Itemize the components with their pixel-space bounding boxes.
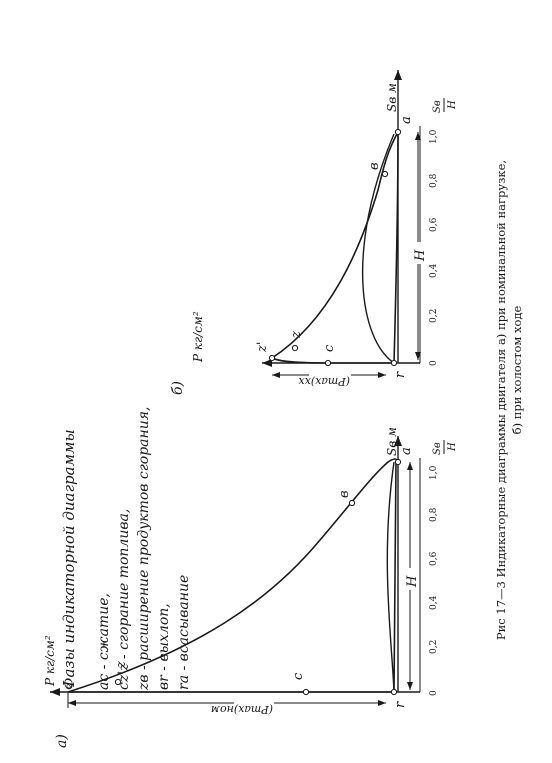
point-z	[114, 678, 122, 686]
pmax-dimension-label: (Pmax)ном	[211, 703, 273, 716]
diagram-b-tag: б)	[170, 381, 186, 395]
tick-label: 0,6	[429, 217, 439, 232]
point-label-c: c	[322, 344, 337, 352]
point-label-b: в	[337, 490, 352, 498]
point-label-b: в	[367, 162, 382, 170]
tick-label: 0,4	[429, 263, 439, 278]
figure-caption: Рис 17—3 Индикаторные диаграммы двигател…	[494, 160, 524, 640]
caption-line-2: б) при холостом ходе	[510, 305, 524, 434]
tick-label: 0,6	[429, 551, 439, 566]
tick-label: 0,4	[429, 595, 439, 610]
point-label-a: a	[399, 447, 414, 455]
phases-legend: Фазы индикаторной диаграммы ac - сжатие,…	[60, 407, 192, 691]
point-label-a: a	[399, 116, 414, 124]
pressure-axis-arrow	[262, 359, 272, 367]
stroke-axis-arrow	[394, 70, 402, 80]
pmax-dimension-arrow	[378, 372, 386, 378]
legend-item: zв - расширение продуктов сгорания,	[136, 407, 152, 691]
legend-item: cz'z - сгорание топлива,	[116, 509, 132, 690]
stroke-axis-label: Sв м	[385, 83, 399, 112]
legend-item: вr - выхлоп,	[156, 603, 172, 690]
ratio-denominator: H	[447, 100, 458, 110]
stroke-dimension-arrow	[415, 352, 421, 360]
point-label-z: z	[114, 661, 129, 669]
point-z-prime	[268, 354, 276, 362]
pressure-axis-arrow	[50, 688, 60, 696]
tick-label: 0,8	[429, 507, 439, 522]
tick-label: 0,2	[429, 309, 439, 323]
diagram-a: а) P кг/см² z Sв м Sв H 0 0,2 0,4 0,6 0,…	[43, 427, 458, 748]
point-c	[302, 688, 310, 696]
point-a	[394, 128, 402, 136]
tick-label: 0,2	[429, 640, 439, 654]
point-label-z: z	[289, 331, 304, 339]
point-a	[394, 458, 402, 466]
point-b	[381, 170, 389, 178]
tick-label: 0,8	[429, 173, 439, 188]
point-r	[390, 359, 398, 367]
legend-item: ra - всасывание	[176, 575, 192, 690]
ratio-numerator: Sв	[432, 100, 443, 113]
stroke-axis-label: Sв м	[385, 427, 399, 456]
stroke-dimension-arrow	[415, 132, 421, 140]
tick-label: 0	[429, 690, 439, 696]
stroke-axis-arrow	[394, 436, 402, 446]
tick-label: 1,0	[429, 465, 439, 480]
point-b	[348, 499, 356, 507]
tick-labels-b: 0 0,2 0,4 0,6 0,8 1,0	[429, 129, 439, 366]
pmax-dimension-label: (Pmax)xx	[298, 375, 350, 388]
pressure-axis-sub: z	[64, 682, 75, 689]
pmax-dimension-arrow	[272, 372, 280, 378]
indicator-loop-a	[67, 458, 398, 693]
pmax-dimension-arrow	[68, 700, 76, 706]
compression-line-a	[386, 461, 395, 693]
tick-label: 1,0	[429, 129, 439, 144]
caption-line-1: Рис 17—3 Индикаторные диаграммы двигател…	[494, 160, 508, 640]
point-label-r: r	[393, 371, 408, 378]
tick-label: 0	[429, 360, 439, 366]
stroke-dimension-label: H	[405, 575, 420, 588]
stroke-dimension-label: H	[413, 249, 428, 262]
ratio-denominator: H	[447, 442, 458, 452]
point-label-c: c	[291, 672, 306, 680]
compression-line-b	[361, 133, 395, 364]
point-z	[291, 344, 299, 352]
ratio-numerator: Sв	[432, 442, 443, 455]
stroke-dimension-arrow	[407, 462, 413, 470]
point-label-z-prime: z'	[255, 342, 270, 353]
diagram-b: б) P кг/см² Sв м Sв H 0 0,2 0,4 0,6 0,8 …	[170, 70, 458, 395]
stroke-dimension-arrow	[407, 682, 413, 690]
tick-labels-a: 0 0,2 0,4 0,6 0,8 1,0	[429, 465, 439, 696]
point-c	[324, 359, 332, 367]
pressure-axis-label: P кг/см²	[191, 311, 205, 363]
point-label-r: r	[393, 701, 408, 708]
diagram-a-tag: а)	[54, 734, 70, 748]
pmax-dimension-arrow	[378, 700, 386, 706]
legend-item: ac - сжатие,	[96, 593, 112, 690]
point-r	[390, 688, 398, 696]
legend-title: Фазы индикаторной диаграммы	[60, 429, 78, 690]
pressure-axis-label: P кг/см²	[43, 635, 57, 687]
